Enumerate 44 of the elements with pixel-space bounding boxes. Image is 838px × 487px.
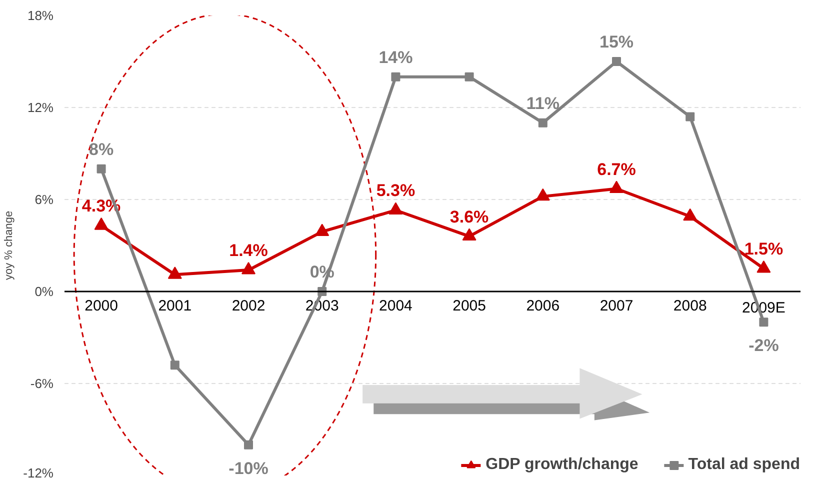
point: [464, 72, 474, 82]
point: [94, 218, 108, 230]
x-tick-label: 2001: [158, 298, 192, 314]
point: [686, 112, 695, 122]
point: [683, 208, 698, 221]
point: [388, 202, 403, 214]
data-label: 11%: [526, 94, 560, 113]
y-tick-label: -12%: [23, 466, 54, 480]
y-axis-title: yoy % change: [3, 210, 16, 280]
point: [96, 164, 106, 174]
y-tick-label: -6%: [30, 376, 54, 391]
point: [756, 260, 771, 273]
legend-label: Total ad spend: [688, 456, 800, 474]
data-label: 8%: [89, 140, 114, 159]
point: [315, 224, 330, 236]
point: [462, 228, 476, 241]
data-label: -2%: [748, 336, 779, 356]
data-label: 1.5%: [744, 240, 784, 258]
x-tick-label: 2007: [600, 298, 634, 314]
x-tick-label: 2000: [84, 298, 118, 314]
point: [536, 188, 550, 201]
data-label: 14%: [378, 48, 413, 67]
y-tick-label: 18%: [27, 8, 54, 23]
x-tick-label: 2004: [379, 298, 412, 314]
point: [168, 266, 182, 279]
point: [610, 180, 624, 194]
data-label: 1.4%: [229, 241, 268, 260]
point: [538, 118, 548, 128]
x-tick-label: 2005: [452, 298, 486, 314]
data-label: 5.3%: [376, 181, 416, 200]
x-tick-label: 2006: [526, 298, 560, 314]
data-label: 6.7%: [597, 160, 636, 179]
y-tick-label: 12%: [27, 100, 54, 115]
point: [391, 72, 400, 82]
y-tick-label: 6%: [34, 192, 54, 207]
data-label: 3.6%: [450, 207, 489, 226]
legend-label: GDP growth/change: [486, 456, 638, 474]
data-label: 15%: [599, 32, 634, 52]
y-tick-label: 0%: [34, 284, 54, 299]
x-tick-label: 2002: [232, 298, 266, 314]
x-tick-label: 2008: [673, 298, 707, 314]
point: [612, 57, 621, 66]
data-label: -10%: [228, 458, 268, 478]
point: [242, 262, 256, 274]
